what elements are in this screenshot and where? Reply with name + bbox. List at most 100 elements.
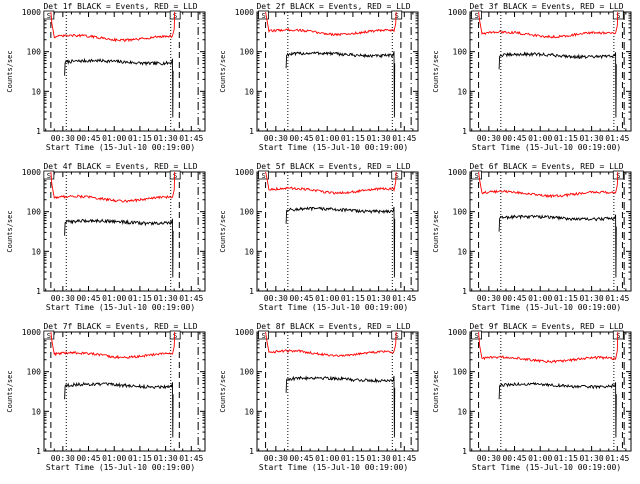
saa-marker-box <box>43 10 55 20</box>
y-axis-label: Counts/sec <box>219 370 227 412</box>
y-axis-label: Counts/sec <box>6 50 14 92</box>
events-series-line <box>498 381 617 438</box>
saa-marker-box <box>169 10 181 20</box>
x-tick-label: 00:30 <box>477 294 501 303</box>
chart-panel: Det 4f BLACK = Events, RED = LLD 1 10 100 10… <box>0 160 213 320</box>
x-tick-label: 01:00 <box>315 294 339 303</box>
x-tick-label: 01:45 <box>179 454 203 463</box>
events-series-line <box>285 206 396 278</box>
x-tick-label: 00:30 <box>477 134 501 143</box>
x-axis-label: Start Time (15-Jul-10 00:19:00) <box>472 303 621 312</box>
y-tick-label: 10 <box>457 247 467 256</box>
x-axis-label: Start Time (15-Jul-10 00:19:00) <box>46 303 195 312</box>
y-tick-label: 10 <box>31 87 41 96</box>
events-series-line <box>285 375 396 438</box>
x-tick-label: 01:15 <box>128 294 152 303</box>
chart-svg: Det 5f BLACK = Events, RED = LLD 1 10 100 10… <box>219 162 419 312</box>
y-tick-label: 10 <box>31 407 41 416</box>
y-tick-label: 1 <box>462 127 467 136</box>
lld-series-line <box>50 171 176 203</box>
y-tick-label: 100 <box>240 48 255 57</box>
x-tick-label: 01:30 <box>367 134 391 143</box>
plot-frame <box>256 171 419 292</box>
lld-series-line <box>50 331 176 359</box>
x-axis-label: Start Time (15-Jul-10 00:19:00) <box>259 463 408 472</box>
saa-marker-box <box>169 170 181 180</box>
x-tick-label: 01:00 <box>528 454 552 463</box>
x-axis-label: Start Time (15-Jul-10 00:19:00) <box>259 303 408 312</box>
x-tick-label: 00:45 <box>502 294 526 303</box>
y-tick-label: 10 <box>244 247 254 256</box>
saa-marker-label: S <box>616 332 620 340</box>
x-tick-label: 01:15 <box>554 454 578 463</box>
y-axis-label: Counts/sec <box>219 210 227 252</box>
plot-frame <box>469 11 632 132</box>
y-tick-label: 1000 <box>235 8 254 17</box>
y-tick-label: 100 <box>27 368 42 377</box>
x-tick-label: 00:45 <box>289 134 313 143</box>
y-axis-label: Counts/sec <box>219 50 227 92</box>
chart-panel: Det 7f BLACK = Events, RED = LLD 1 10 100 10… <box>0 320 213 480</box>
lld-series-line <box>478 11 619 39</box>
y-tick-label: 1 <box>462 287 467 296</box>
saa-marker-box <box>391 170 403 180</box>
saa-marker-box <box>391 10 403 20</box>
saa-marker-label: S <box>474 172 478 180</box>
y-tick-label: 100 <box>27 208 42 217</box>
y-axis-label: Counts/sec <box>6 370 14 412</box>
y-tick-label: 1 <box>36 447 41 456</box>
y-tick-label: 1000 <box>448 328 467 337</box>
x-tick-label: 00:30 <box>477 454 501 463</box>
events-series-line <box>64 381 174 438</box>
y-tick-label: 100 <box>453 368 468 377</box>
x-tick-label: 01:30 <box>154 134 178 143</box>
saa-marker-box <box>612 330 624 340</box>
x-tick-label: 01:45 <box>392 134 416 143</box>
chart-svg: Det 8f BLACK = Events, RED = LLD 1 10 100 10… <box>219 322 419 472</box>
x-tick-label: 01:00 <box>102 134 126 143</box>
chart-svg: Det 6f BLACK = Events, RED = LLD 1 10 100 10… <box>432 162 632 312</box>
plot-frame <box>469 331 632 452</box>
chart-panel: Det 2f BLACK = Events, RED = LLD 1 10 100 10… <box>213 0 426 160</box>
events-series-line <box>498 51 617 118</box>
x-tick-label: 01:15 <box>554 134 578 143</box>
chart-svg: Det 7f BLACK = Events, RED = LLD 1 10 100 10… <box>6 322 206 472</box>
y-tick-label: 1000 <box>448 168 467 177</box>
y-axis-label: Counts/sec <box>432 210 440 252</box>
x-tick-label: 00:30 <box>51 294 75 303</box>
y-tick-label: 1 <box>36 287 41 296</box>
x-tick-label: 01:30 <box>580 294 604 303</box>
y-tick-label: 1 <box>462 447 467 456</box>
y-tick-label: 1000 <box>22 8 41 17</box>
x-axis-label: Start Time (15-Jul-10 00:19:00) <box>472 463 621 472</box>
saa-marker-box <box>169 330 181 340</box>
x-axis-label: Start Time (15-Jul-10 00:19:00) <box>259 143 408 152</box>
chart-panel: Det 9f BLACK = Events, RED = LLD 1 10 100 10… <box>426 320 639 480</box>
x-axis-label: Start Time (15-Jul-10 00:19:00) <box>46 143 195 152</box>
chart-title: Det 2f BLACK = Events, RED = LLD <box>256 2 410 11</box>
saa-marker-label: S <box>395 172 399 180</box>
chart-title: Det 4f BLACK = Events, RED = LLD <box>43 162 197 171</box>
x-tick-label: 01:00 <box>102 454 126 463</box>
x-tick-label: 01:15 <box>554 294 578 303</box>
chart-title: Det 3f BLACK = Events, RED = LLD <box>469 2 623 11</box>
x-tick-label: 01:15 <box>341 294 365 303</box>
saa-marker-label: S <box>474 12 478 20</box>
x-tick-label: 00:30 <box>51 454 75 463</box>
saa-marker-box <box>471 10 482 20</box>
y-tick-label: 100 <box>240 208 255 217</box>
saa-marker-label: S <box>261 332 265 340</box>
chart-svg: Det 4f BLACK = Events, RED = LLD 1 10 100 10… <box>6 162 206 312</box>
saa-marker-label: S <box>173 332 177 340</box>
x-axis-label: Start Time (15-Jul-10 00:19:00) <box>46 463 195 472</box>
y-tick-label: 1 <box>36 127 41 136</box>
chart-panel: Det 8f BLACK = Events, RED = LLD 1 10 100 10… <box>213 320 426 480</box>
chart-panel: Det 3f BLACK = Events, RED = LLD 1 10 100 10… <box>426 0 639 160</box>
x-tick-label: 01:45 <box>605 294 629 303</box>
x-tick-label: 01:00 <box>102 294 126 303</box>
x-tick-label: 01:45 <box>605 134 629 143</box>
y-tick-label: 10 <box>457 87 467 96</box>
y-tick-label: 100 <box>453 208 468 217</box>
lld-series-line <box>478 331 619 364</box>
plot-frame <box>43 11 206 132</box>
